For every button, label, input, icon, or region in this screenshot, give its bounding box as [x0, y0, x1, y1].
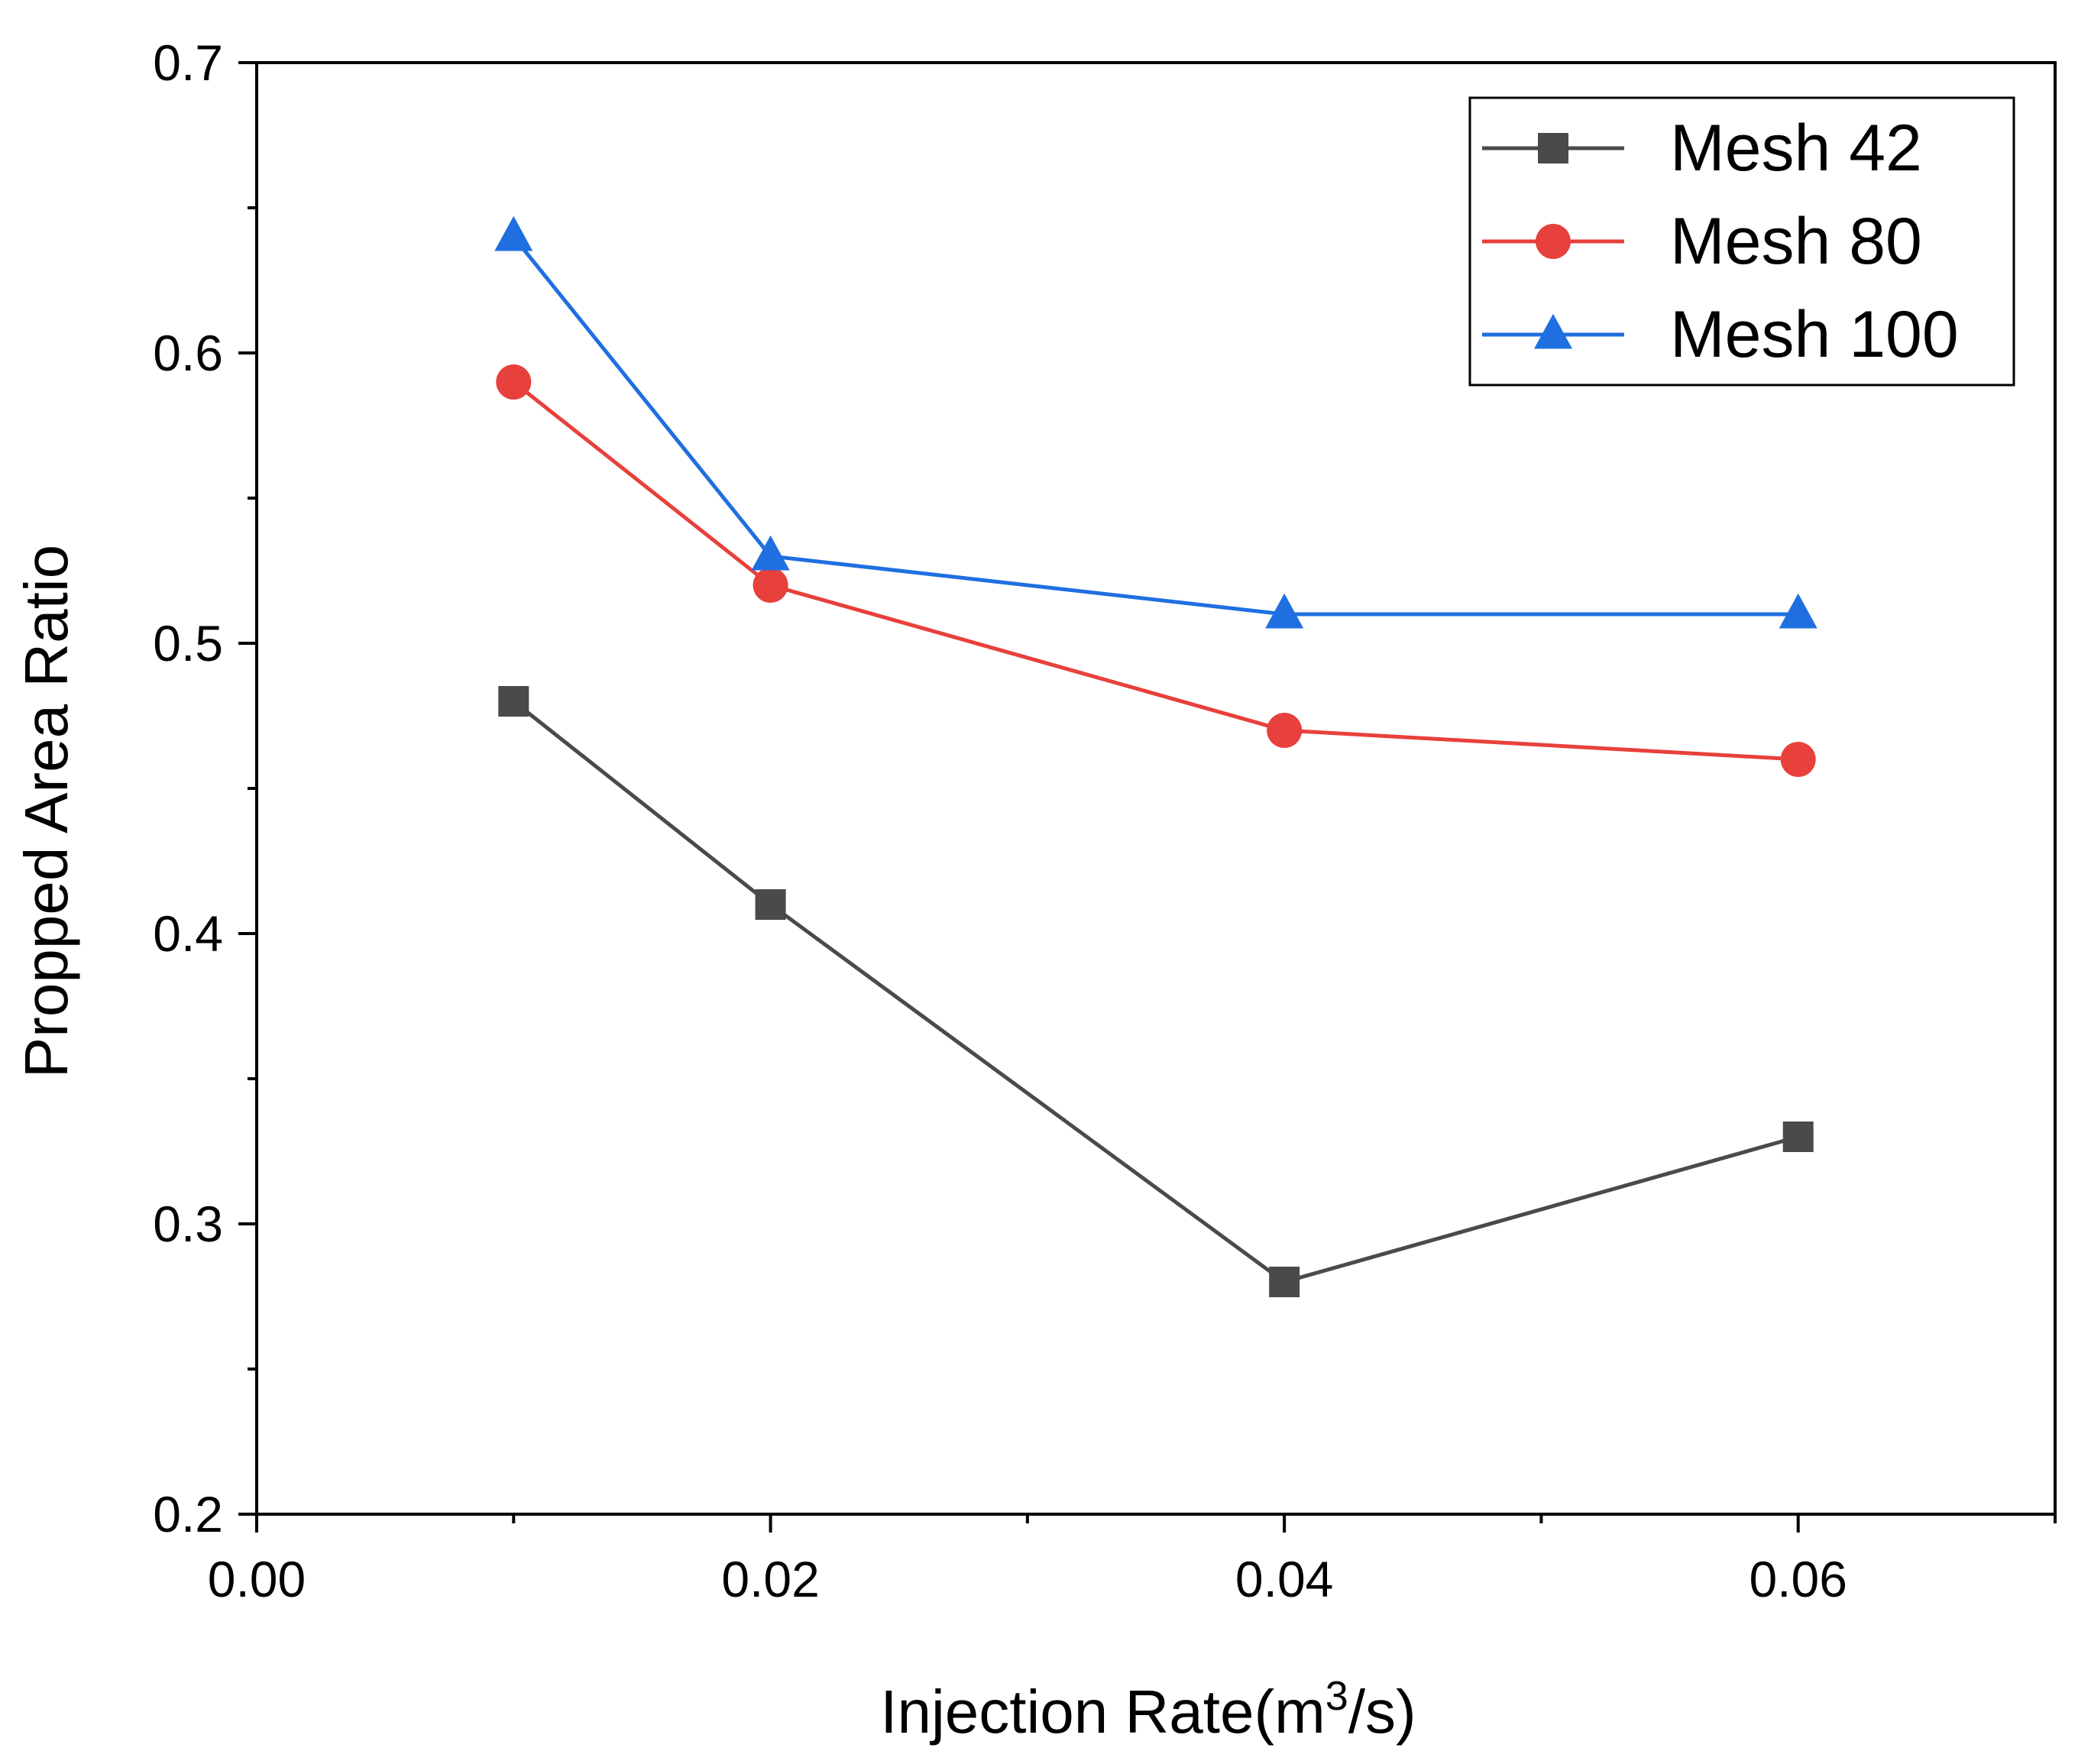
- series-line: [512, 380, 1798, 762]
- y-tick-label: 0.3: [153, 1196, 223, 1252]
- series-line: [512, 700, 1799, 1284]
- legend-entry: Mesh 80: [1482, 205, 1922, 278]
- y-tick-label: 0.6: [153, 325, 223, 381]
- plot-series: [494, 215, 1817, 1297]
- legend-entry: Mesh 100: [1482, 298, 1959, 371]
- data-point: [1265, 593, 1304, 629]
- legend-marker: [1536, 224, 1571, 259]
- y-tick-label: 0.7: [153, 34, 223, 91]
- legend-label: Mesh 42: [1670, 112, 1922, 185]
- data-point: [496, 364, 532, 400]
- data-point: [1782, 1122, 1814, 1152]
- data-point: [753, 568, 788, 603]
- x-axis-title-superscript: 3: [1325, 1673, 1348, 1719]
- data-point: [1267, 713, 1303, 748]
- y-axis-title: Propped Area Ratio: [12, 545, 80, 1078]
- legend-entry: Mesh 42: [1482, 112, 1922, 185]
- data-point: [494, 215, 533, 251]
- data-point: [755, 889, 786, 920]
- x-axis-title: Injection Rate(m3/s): [880, 1673, 1416, 1746]
- series-mesh-100: [494, 215, 1817, 629]
- x-tick-label: 0.04: [1235, 1551, 1333, 1607]
- data-point: [751, 535, 790, 571]
- x-tick-label: 0.06: [1749, 1551, 1847, 1607]
- x-tick-label: 0.02: [721, 1551, 819, 1607]
- x-axis-title-suffix: /s): [1348, 1678, 1416, 1746]
- data-point: [498, 686, 529, 717]
- x-axis-title-main: Injection Rate(m: [880, 1678, 1325, 1746]
- series-mesh-80: [496, 364, 1816, 777]
- legend-label: Mesh 100: [1670, 298, 1959, 371]
- data-point: [1269, 1267, 1300, 1297]
- x-tick-label: 0.00: [208, 1551, 306, 1607]
- legend-marker: [1534, 313, 1572, 349]
- axes: 0.2 0.3 0.4 0.5 0.6 0.7 0.00 0.02 0.04 0.06 Inject…: [12, 34, 2057, 1746]
- legend: Mesh 42 Mesh 80 Mesh 100: [1468, 96, 2015, 387]
- y-tick-label: 0.2: [153, 1486, 223, 1542]
- data-point: [1779, 593, 1817, 629]
- series-mesh-42: [498, 686, 1814, 1297]
- y-tick-label: 0.5: [153, 615, 223, 672]
- series-line: [512, 235, 1798, 617]
- data-point: [1780, 742, 1816, 777]
- legend-marker: [1538, 133, 1568, 163]
- legend-label: Mesh 80: [1670, 205, 1922, 278]
- y-tick-label: 0.4: [153, 905, 223, 962]
